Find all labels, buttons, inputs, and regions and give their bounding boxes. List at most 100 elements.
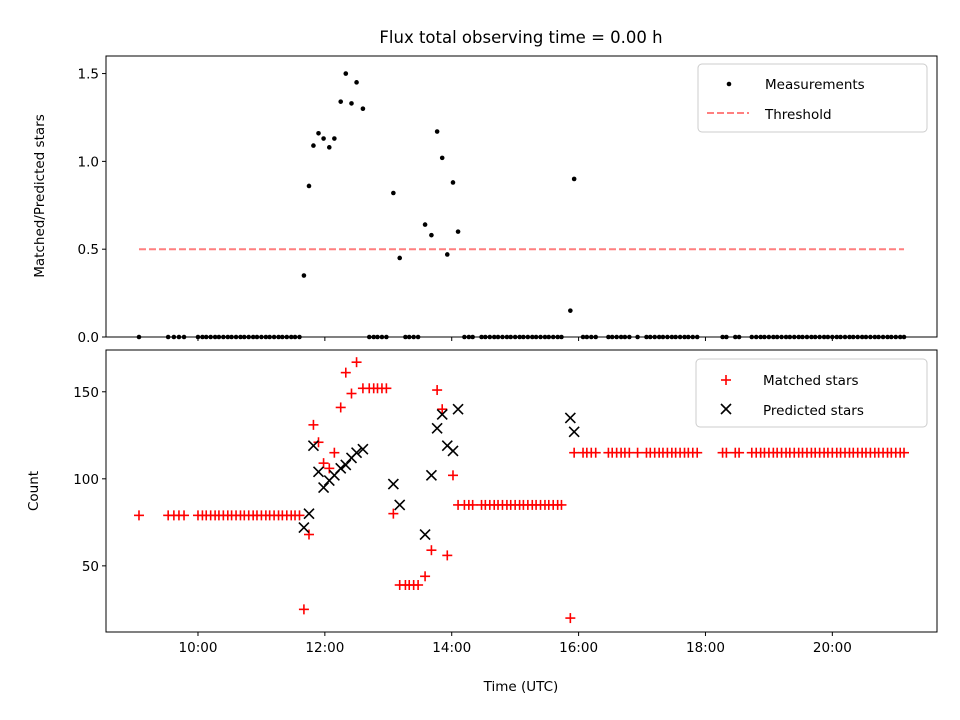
matched-star-point xyxy=(413,580,424,590)
matched-star-point xyxy=(308,419,319,430)
matched-star-point xyxy=(632,447,643,458)
predicted-star-point xyxy=(303,508,315,520)
predicted-star-point xyxy=(431,422,443,434)
predicted-star-point xyxy=(568,426,580,438)
matched-star-point xyxy=(437,404,448,415)
top-axes-frame xyxy=(105,55,938,338)
legend-threshold-label: Threshold xyxy=(764,107,832,123)
bottom-y-ticks: 50 100 150 xyxy=(73,385,106,575)
matched-star-point xyxy=(318,458,329,469)
measurement-point xyxy=(422,222,428,227)
legend-predicted-marker xyxy=(720,403,732,415)
legend-matched-label: Matched stars xyxy=(763,373,859,389)
measurement-point xyxy=(332,136,337,141)
matched-star-point xyxy=(324,463,335,474)
measurement-point xyxy=(311,143,316,148)
predicted-star-point xyxy=(335,462,347,474)
predicted-star-point xyxy=(394,499,406,511)
x-axis-label: Time (UTC) xyxy=(483,679,559,695)
matched-star-point xyxy=(467,499,478,510)
top-axes: 0.0 0.5 1.0 1.5 Matched/Predicted stars Mea… xyxy=(32,55,938,346)
matched-star-point xyxy=(432,385,443,396)
y-tick-label: 150 xyxy=(73,385,99,401)
y-tick-label: 0.5 xyxy=(78,242,99,258)
matched-star-point xyxy=(692,447,703,458)
measurement-point xyxy=(391,190,396,196)
top-legend: Measurements Threshold xyxy=(697,63,928,133)
predicted-star-point xyxy=(340,459,352,471)
measurement-point xyxy=(434,129,440,134)
predicted-star-point xyxy=(387,478,399,490)
y-tick-label: 50 xyxy=(82,559,99,575)
matched-star-point xyxy=(447,470,458,481)
predicted-star-point xyxy=(425,469,437,481)
top-x-ticks xyxy=(197,337,833,341)
matched-star-point xyxy=(556,499,567,510)
predicted-star-point xyxy=(312,466,325,478)
top-legend-box xyxy=(697,63,928,133)
legend-predicted-label: Predicted stars xyxy=(763,403,864,419)
measurement-point xyxy=(397,255,403,261)
matched-star-point xyxy=(351,357,362,368)
measurement-point xyxy=(306,183,312,189)
measurement-point xyxy=(571,176,577,182)
matched-star-point xyxy=(335,402,346,413)
matched-star-point xyxy=(298,604,309,615)
matched-star-point xyxy=(303,529,314,540)
measurement-point xyxy=(338,99,344,104)
y-tick-label: 0.0 xyxy=(78,330,99,346)
bottom-legend: Matched stars Predicted stars xyxy=(695,358,928,428)
top-y-ticks: 0.0 0.5 1.0 1.5 xyxy=(78,67,106,346)
matched-star-point xyxy=(294,510,305,521)
matched-star-point xyxy=(313,437,324,448)
matched-star-point xyxy=(734,447,745,458)
x-tick-label: 16:00 xyxy=(559,640,598,656)
measurement-point xyxy=(568,308,573,313)
bottom-data-marks xyxy=(133,357,910,624)
bottom-legend-box xyxy=(695,358,928,428)
predicted-star-point xyxy=(318,481,330,494)
measurement-point xyxy=(354,80,359,85)
y-tick-label: 1.5 xyxy=(78,67,99,83)
matched-star-point xyxy=(590,447,601,458)
x-tick-label: 18:00 xyxy=(686,640,725,656)
measurement-point xyxy=(429,232,434,238)
bottom-x-ticks: 10:00 12:00 14:00 16:00 18:00 20:00 xyxy=(179,632,852,656)
matched-star-point xyxy=(329,447,340,458)
measurement-point xyxy=(455,229,461,234)
measurement-point xyxy=(316,130,321,136)
predicted-star-point xyxy=(564,412,576,424)
y-tick-label: 100 xyxy=(73,472,99,488)
measurement-point xyxy=(439,155,445,161)
legend-measurements-label: Measurements xyxy=(765,77,865,93)
matched-star-point xyxy=(420,571,431,582)
predicted-star-point xyxy=(419,528,431,541)
measurement-point xyxy=(301,273,307,278)
bottom-y-axis-label: Count xyxy=(26,471,42,511)
x-tick-label: 12:00 xyxy=(305,640,344,656)
x-tick-label: 10:00 xyxy=(179,640,218,656)
measurement-point xyxy=(360,106,366,111)
matched-star-point xyxy=(569,447,580,458)
measurement-point xyxy=(450,180,456,185)
matched-star-point xyxy=(340,367,351,378)
predicted-star-point xyxy=(452,403,464,415)
measurement-point xyxy=(321,136,326,141)
matched-star-point xyxy=(381,383,392,394)
matched-star-point xyxy=(899,447,910,458)
top-y-axis-label: Matched/Predicted stars xyxy=(32,114,48,277)
matched-star-point xyxy=(721,447,732,458)
predicted-star-point xyxy=(436,408,448,420)
matched-star-point xyxy=(346,388,357,399)
measurement-point xyxy=(326,145,332,150)
predicted-star-point xyxy=(298,521,310,534)
y-tick-label: 1.0 xyxy=(78,154,99,170)
bottom-axes-frame xyxy=(105,349,938,633)
matched-star-point xyxy=(426,545,437,556)
matched-star-point xyxy=(133,510,144,521)
x-tick-label: 14:00 xyxy=(432,640,471,656)
matched-star-point xyxy=(179,510,190,521)
matched-star-point xyxy=(565,613,576,624)
